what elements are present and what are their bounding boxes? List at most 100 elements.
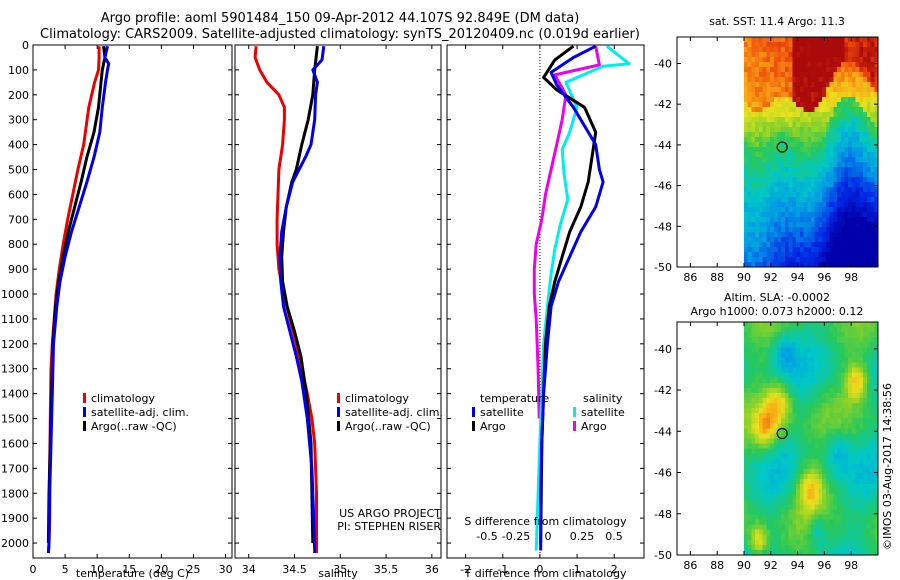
heatmap-cell bbox=[744, 42, 749, 48]
heatmap-cell bbox=[762, 57, 767, 63]
heatmap-cell bbox=[844, 237, 849, 243]
heatmap-cell bbox=[751, 82, 756, 88]
heatmap-cell bbox=[799, 453, 805, 460]
heatmap-cell bbox=[859, 202, 864, 208]
heatmap-cell bbox=[773, 132, 779, 138]
heatmap-cell bbox=[777, 167, 782, 173]
heatmap-cell bbox=[833, 534, 838, 541]
heatmap-cell bbox=[859, 177, 864, 183]
legend-satellite-label: satellite-adj. clim. bbox=[345, 406, 443, 419]
heatmap-cell bbox=[807, 57, 812, 63]
heatmap-cell bbox=[811, 227, 816, 233]
heatmap-cell bbox=[751, 152, 756, 158]
heatmap-cell bbox=[747, 509, 752, 516]
heatmap-cell bbox=[866, 453, 872, 460]
heatmap-cell bbox=[837, 524, 842, 531]
heatmap-cell bbox=[788, 352, 793, 359]
heatmap-cell bbox=[855, 247, 860, 253]
heatmap-cell bbox=[829, 102, 834, 108]
heatmap-cell bbox=[792, 342, 797, 348]
heatmap-cell bbox=[870, 468, 875, 475]
heatmap-cell bbox=[844, 443, 849, 450]
heatmap-cell bbox=[844, 77, 849, 83]
heatmap-cell bbox=[866, 132, 872, 138]
heatmap-cell bbox=[770, 112, 775, 118]
heatmap-cell bbox=[770, 372, 775, 379]
heatmap-cell bbox=[751, 117, 756, 123]
heatmap-cell bbox=[773, 529, 779, 536]
heatmap-cell bbox=[866, 398, 872, 404]
heatmap-cell bbox=[766, 37, 771, 43]
heatmap-cell bbox=[755, 352, 760, 359]
heatmap-cell bbox=[758, 484, 764, 490]
heatmap-cell bbox=[762, 357, 767, 364]
heatmap-cell bbox=[855, 362, 860, 369]
heatmap-cell bbox=[863, 92, 868, 98]
heatmap-cell bbox=[792, 182, 797, 188]
heatmap-cell bbox=[866, 322, 872, 328]
heatmap-cell bbox=[848, 479, 853, 485]
heatmap-cell bbox=[833, 92, 838, 98]
heatmap-cell bbox=[758, 232, 764, 238]
heatmap-cell bbox=[784, 403, 790, 409]
heatmap-cell bbox=[811, 107, 816, 113]
figure-title-line2: Climatology: CARS2009. Satellite-adjuste… bbox=[40, 27, 640, 42]
heatmap-cell bbox=[744, 262, 749, 268]
heatmap-cell bbox=[807, 262, 812, 268]
heatmap-cell bbox=[863, 167, 868, 173]
heatmap-cell bbox=[874, 382, 879, 389]
heatmap-cell bbox=[840, 172, 846, 178]
heatmap-cell bbox=[811, 423, 816, 429]
heatmap-cell bbox=[822, 392, 827, 399]
heatmap-cell bbox=[870, 534, 875, 541]
heatmap-cell bbox=[837, 327, 842, 333]
map-y-tick-label: -50 bbox=[654, 261, 672, 274]
heatmap-cell bbox=[762, 162, 767, 168]
heatmap-cell bbox=[859, 152, 864, 158]
heatmap-cell bbox=[766, 47, 771, 53]
heatmap-cell bbox=[870, 377, 875, 384]
heatmap-cell bbox=[799, 202, 805, 208]
heatmap-cell bbox=[788, 142, 793, 148]
heatmap-cell bbox=[833, 37, 838, 43]
heatmap-cell bbox=[870, 438, 875, 445]
heatmap-cell bbox=[859, 423, 864, 429]
heatmap-cell bbox=[788, 102, 793, 108]
heatmap-cell bbox=[863, 117, 868, 123]
heatmap-cell bbox=[851, 47, 857, 53]
heatmap-cell bbox=[807, 494, 812, 500]
heatmap-cell bbox=[744, 92, 749, 98]
heatmap-cell bbox=[874, 157, 879, 163]
heatmap-cell bbox=[781, 147, 786, 153]
heatmap-cell bbox=[758, 127, 764, 133]
heatmap-cell bbox=[848, 67, 853, 73]
heatmap-cell bbox=[807, 463, 812, 470]
heatmap-cell bbox=[766, 413, 771, 419]
heatmap-cell bbox=[762, 524, 767, 531]
heatmap-cell bbox=[829, 458, 834, 465]
heatmap-cell bbox=[844, 82, 849, 88]
heatmap-cell bbox=[766, 257, 771, 263]
heatmap-cell bbox=[744, 509, 749, 516]
heatmap-cell bbox=[807, 403, 812, 409]
heatmap-cell bbox=[784, 72, 790, 78]
heatmap-cell bbox=[788, 377, 793, 384]
heatmap-cell bbox=[874, 362, 879, 369]
heatmap-cell bbox=[874, 549, 879, 556]
heatmap-cell bbox=[837, 42, 842, 48]
heatmap-cell bbox=[781, 403, 786, 409]
heatmap-cell bbox=[770, 127, 775, 133]
heatmap-cell bbox=[792, 127, 797, 133]
heatmap-cell bbox=[781, 92, 786, 98]
heatmap-cell bbox=[837, 479, 842, 485]
heatmap-cell bbox=[837, 423, 842, 429]
heatmap-cell bbox=[766, 372, 771, 379]
heatmap-cell bbox=[825, 167, 831, 173]
heatmap-cell bbox=[833, 372, 838, 379]
heatmap-cell bbox=[781, 433, 786, 440]
heatmap-cell bbox=[784, 362, 790, 369]
heatmap-cell bbox=[784, 232, 790, 238]
heatmap-cell bbox=[807, 342, 812, 348]
heatmap-cell bbox=[870, 132, 875, 138]
heatmap-cell bbox=[755, 362, 760, 369]
